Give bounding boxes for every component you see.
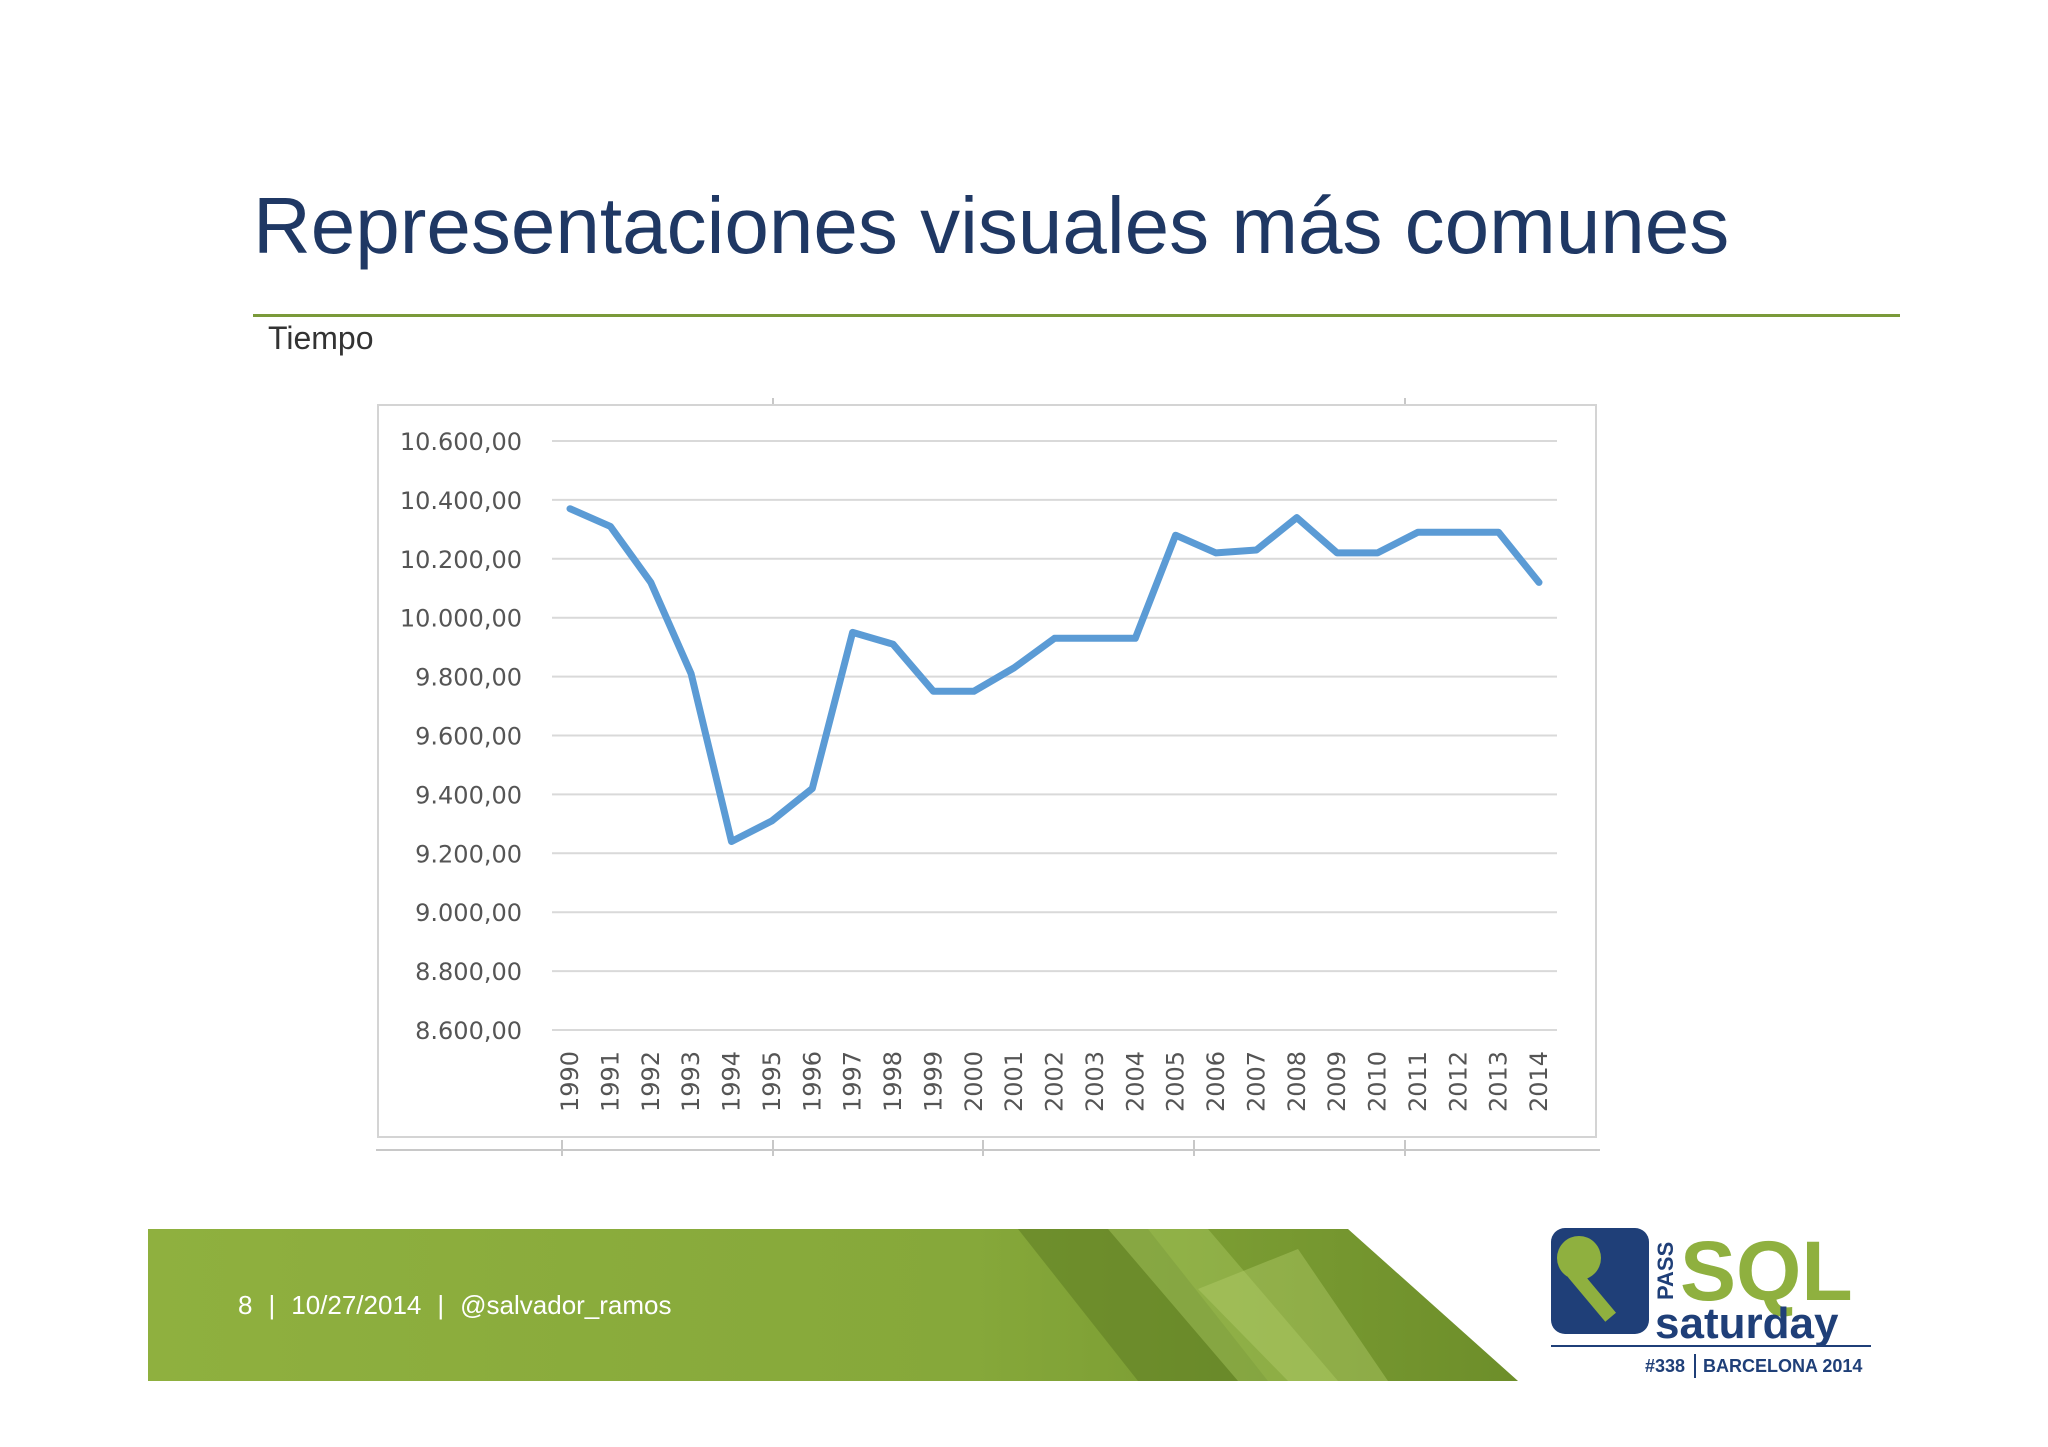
brand-word: saturday: [1655, 1299, 1839, 1348]
x-tick-label: 2004: [1121, 1051, 1149, 1112]
data-point: [1495, 529, 1502, 536]
x-tick-label: 2014: [1525, 1051, 1553, 1112]
y-tick-label: 9.400,00: [415, 781, 522, 809]
brand-small: PASS: [1653, 1242, 1678, 1300]
page-number: 8: [238, 1290, 253, 1320]
y-tick-label: 8.600,00: [415, 1017, 522, 1045]
data-point: [1091, 635, 1098, 642]
event-city: BARCELONA 2014: [1703, 1356, 1862, 1376]
x-tick-label: 1995: [758, 1051, 786, 1112]
x-tick-label: 2013: [1485, 1051, 1513, 1112]
x-tick-label: 1994: [718, 1051, 746, 1112]
x-tick-label: 1993: [677, 1051, 705, 1112]
footer-separator: |: [268, 1290, 276, 1320]
data-point: [930, 688, 937, 695]
data-point: [1455, 529, 1462, 536]
x-tick-label: 2000: [960, 1051, 988, 1112]
y-tick-label: 10.600,00: [400, 428, 522, 456]
slide-title: Representaciones visuales más comunes: [253, 181, 1730, 270]
footer-date: 10/27/2014: [291, 1290, 422, 1320]
brand-big: SQL: [1680, 1224, 1853, 1318]
chart-plot-frame: [377, 404, 1597, 1138]
x-tick-label: 1999: [919, 1051, 947, 1112]
x-tick-label: 2011: [1404, 1051, 1432, 1112]
data-point: [970, 688, 977, 695]
data-point: [1414, 529, 1421, 536]
data-point: [1172, 532, 1179, 539]
y-tick-label: 10.400,00: [400, 487, 522, 515]
x-tick-label: 2005: [1162, 1051, 1190, 1112]
data-point: [1051, 635, 1058, 642]
data-point: [1334, 549, 1341, 556]
key-icon: [1557, 1236, 1617, 1322]
title-divider: [253, 314, 1900, 317]
sqlsaturday-logo: PASS SQL saturday #338 BARCELONA 2014: [1545, 1220, 1875, 1380]
data-point: [890, 641, 896, 648]
data-point: [809, 785, 816, 792]
event-number: #338: [1645, 1356, 1685, 1376]
x-tick-label: 2003: [1081, 1051, 1109, 1112]
slide-subtitle: Tiempo: [268, 320, 374, 356]
data-point: [1253, 546, 1260, 553]
y-tick-label: 10.000,00: [400, 605, 522, 633]
data-point: [849, 629, 856, 636]
data-point: [1374, 549, 1381, 556]
data-point: [768, 817, 775, 824]
data-point: [1536, 579, 1542, 586]
x-tick-label: 1991: [596, 1051, 624, 1112]
y-tick-label: 8.800,00: [415, 958, 522, 986]
data-point: [1213, 549, 1219, 556]
footer-band: [148, 1229, 1518, 1381]
data-point: [1293, 514, 1300, 521]
x-tick-label: 2002: [1041, 1051, 1069, 1112]
x-tick-label: 1996: [798, 1051, 826, 1112]
data-point: [688, 670, 695, 677]
x-tick-label: 2008: [1283, 1051, 1311, 1112]
x-tick-label: 2009: [1323, 1051, 1351, 1112]
y-tick-label: 9.200,00: [415, 840, 522, 868]
x-tick-label: 2007: [1242, 1051, 1270, 1112]
y-tick-label: 9.800,00: [415, 664, 522, 692]
y-tick-label: 9.000,00: [415, 899, 522, 927]
data-point: [647, 579, 654, 586]
x-tick-label: 1997: [839, 1051, 867, 1112]
data-point: [567, 505, 573, 512]
x-tick-label: 1990: [556, 1051, 584, 1112]
y-tick-label: 9.600,00: [415, 723, 522, 751]
footer-separator: |: [437, 1290, 445, 1320]
footer-handle: @salvador_ramos: [460, 1290, 672, 1320]
y-tick-label: 10.200,00: [400, 546, 522, 574]
data-point: [1011, 664, 1018, 671]
data-point: [728, 838, 735, 845]
data-point: [607, 523, 614, 530]
data-point: [1132, 635, 1139, 642]
x-tick-label: 1992: [637, 1051, 665, 1112]
chart-outer-frame: [376, 398, 1600, 1156]
x-tick-label: 2012: [1444, 1051, 1472, 1112]
x-tick-label: 2010: [1364, 1051, 1392, 1112]
x-tick-label: 1998: [879, 1051, 907, 1112]
x-tick-label: 2001: [1000, 1051, 1028, 1112]
footer-info: 8 | 10/27/2014 | @salvador_ramos: [238, 1290, 688, 1321]
x-axis-ticks: 1990 1991 1992 1993 1994 1995 1996 1997 1998 1999…: [556, 1051, 1553, 1112]
x-tick-label: 2006: [1202, 1051, 1230, 1112]
y-axis-ticks: 8.600,00 8.800,00 9.000,00 9.200,00 9.400,00…: [400, 428, 522, 1045]
